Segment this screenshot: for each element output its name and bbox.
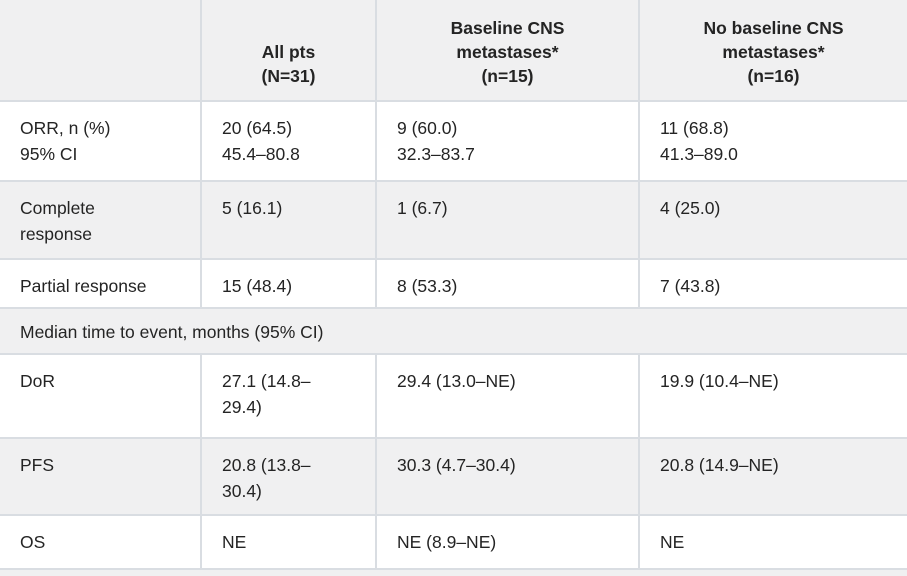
data-cell: 20.8 (13.8– 30.4) <box>200 437 375 514</box>
data-cell: 15 (48.4) <box>200 258 375 307</box>
header-row: All pts (N=31) Baseline CNS metastases* … <box>0 0 907 100</box>
row-label-pfs: PFS <box>0 437 200 514</box>
data-cell: 1 (6.7) <box>375 180 638 258</box>
section-header-label: Median time to event, months (95% CI) <box>0 307 907 353</box>
data-cell: 8 (53.3) <box>375 258 638 307</box>
data-cell: 7 (43.8) <box>638 258 907 307</box>
next-row-stub <box>0 568 907 576</box>
table-row-complete-response: Complete response 5 (16.1) 1 (6.7) 4 (25… <box>0 180 907 258</box>
row-label-complete-response: Complete response <box>0 180 200 258</box>
data-cell: 9 (60.0) 32.3–83.7 <box>375 100 638 180</box>
data-cell: NE (8.9–NE) <box>375 514 638 568</box>
data-cell: 11 (68.8) 41.3–89.0 <box>638 100 907 180</box>
data-cell: 29.4 (13.0–NE) <box>375 353 638 437</box>
data-cell: 19.9 (10.4–NE) <box>638 353 907 437</box>
table-row-orr: ORR, n (%) 95% CI 20 (64.5) 45.4–80.8 9 … <box>0 100 907 180</box>
row-label-os: OS <box>0 514 200 568</box>
data-cell: 20.8 (14.9–NE) <box>638 437 907 514</box>
section-row-median-time: Median time to event, months (95% CI) <box>0 307 907 353</box>
data-cell: 20 (64.5) 45.4–80.8 <box>200 100 375 180</box>
header-no-baseline-cns: No baseline CNS metastases* (n=16) <box>638 0 907 100</box>
header-all-pts: All pts (N=31) <box>200 0 375 100</box>
header-empty-cell <box>0 0 200 100</box>
table-row-os: OS NE NE (8.9–NE) NE <box>0 514 907 568</box>
data-cell: 4 (25.0) <box>638 180 907 258</box>
table-row-partial-response: Partial response 15 (48.4) 8 (53.3) 7 (4… <box>0 258 907 307</box>
data-cell: NE <box>638 514 907 568</box>
header-baseline-cns: Baseline CNS metastases* (n=15) <box>375 0 638 100</box>
table-row-dor: DoR 27.1 (14.8– 29.4) 29.4 (13.0–NE) 19.… <box>0 353 907 437</box>
data-cell: 5 (16.1) <box>200 180 375 258</box>
data-cell: 30.3 (4.7–30.4) <box>375 437 638 514</box>
row-label-dor: DoR <box>0 353 200 437</box>
table-row-pfs: PFS 20.8 (13.8– 30.4) 30.3 (4.7–30.4) 20… <box>0 437 907 514</box>
data-cell: NE <box>200 514 375 568</box>
data-cell: 27.1 (14.8– 29.4) <box>200 353 375 437</box>
row-label-orr: ORR, n (%) 95% CI <box>0 100 200 180</box>
row-label-partial-response: Partial response <box>0 258 200 307</box>
